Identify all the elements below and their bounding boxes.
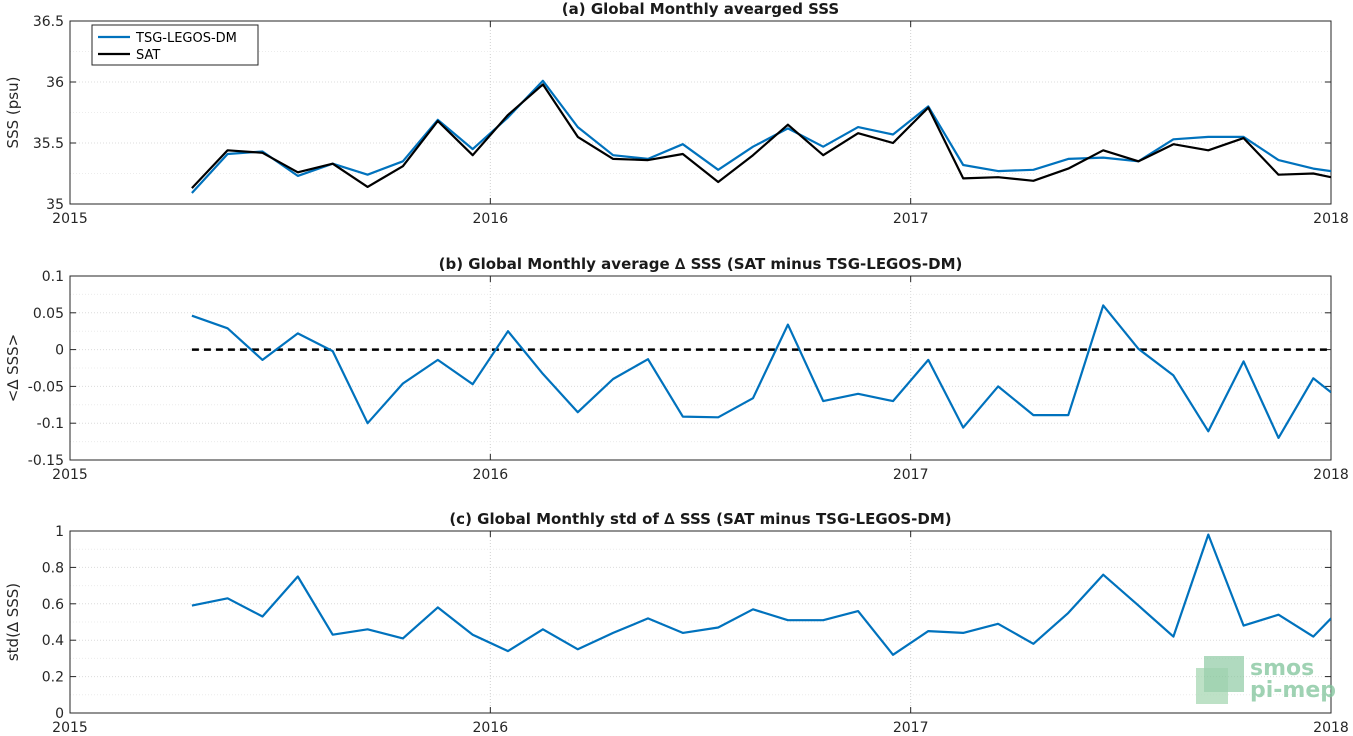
y-tick-label: 0: [55, 706, 64, 722]
axes-box: [69, 275, 1332, 461]
x-tick-label: 2016: [473, 720, 509, 736]
panel-3: 0 0.2 0.4 0.6 0.8 1 2015 2016 2017 2018 (c) Global…: [4, 510, 1349, 736]
logo-mark-layer: [1204, 656, 1244, 692]
x-tick-label: 2017: [893, 467, 929, 483]
x-tick-label: 2018: [1313, 211, 1349, 227]
series-line-delta-2: [191, 304, 1331, 439]
x-tick-label: 2018: [1313, 720, 1349, 736]
y-tick-label: 0.6: [42, 597, 64, 613]
y-tick-label: 36: [46, 75, 64, 91]
y-tick-label: 36.5: [33, 14, 64, 30]
x-tick-label: 2018: [1313, 467, 1349, 483]
y-tick-label: 0.4: [42, 633, 64, 649]
y-tick-label: 1: [55, 524, 64, 540]
y-tick-label: 0: [55, 343, 64, 359]
logo-line1: smos: [1250, 656, 1314, 681]
x-tick-label: 2015: [52, 211, 88, 227]
series-line-sat: [191, 83, 1331, 189]
y-axis-label: std(∆ SSS): [4, 583, 22, 661]
series-line-delta-3: [191, 533, 1331, 656]
logo: smos pi-mep: [1196, 656, 1336, 704]
legend-label: SAT: [136, 48, 160, 63]
chart-title: (b) Global Monthly average ∆ SSS (SAT mi…: [439, 255, 963, 273]
y-axis-label: <∆ SSS>: [4, 334, 22, 403]
legend-box: [91, 24, 259, 66]
y-tick-label: -0.15: [28, 453, 64, 469]
y-tick-label: -0.05: [28, 379, 64, 395]
y-tick-label: 35.5: [33, 136, 64, 152]
y-tick-label: 0.8: [42, 560, 64, 576]
axes-box: [69, 530, 1332, 714]
y-tick-label: 0.2: [42, 670, 64, 686]
panel-2: -0.15 -0.1 -0.05 0 0.05 0.1 2015 2016 2017 2018 (b…: [4, 255, 1349, 483]
y-tick-label: 35: [46, 197, 64, 213]
y-tick-label: 0.1: [42, 269, 64, 285]
x-tick-label: 2016: [473, 467, 509, 483]
x-tick-label: 2017: [893, 720, 929, 736]
x-tick-label: 2015: [52, 720, 88, 736]
chart-title: (c) Global Monthly std of ∆ SSS (SAT min…: [449, 510, 951, 528]
x-tick-label: 2015: [52, 467, 88, 483]
legend-label: TSG-LEGOS-DM: [135, 31, 237, 46]
x-tick-label: 2016: [473, 211, 509, 227]
logo-line2: pi-mep: [1250, 678, 1336, 703]
axes-box: [69, 20, 1332, 205]
y-tick-label: -0.1: [37, 416, 64, 432]
y-axis-label: SSS (psu): [4, 77, 22, 149]
series-line-tsg-legos-dm: [191, 79, 1331, 194]
y-tick-label: 0.05: [33, 306, 64, 322]
x-tick-label: 2017: [893, 211, 929, 227]
panel-1: 35 35.5 36 36.5 2015 2016 2017 2018 (a) Global M…: [4, 0, 1349, 227]
chart-title: (a) Global Monthly avearged SSS: [562, 0, 839, 18]
